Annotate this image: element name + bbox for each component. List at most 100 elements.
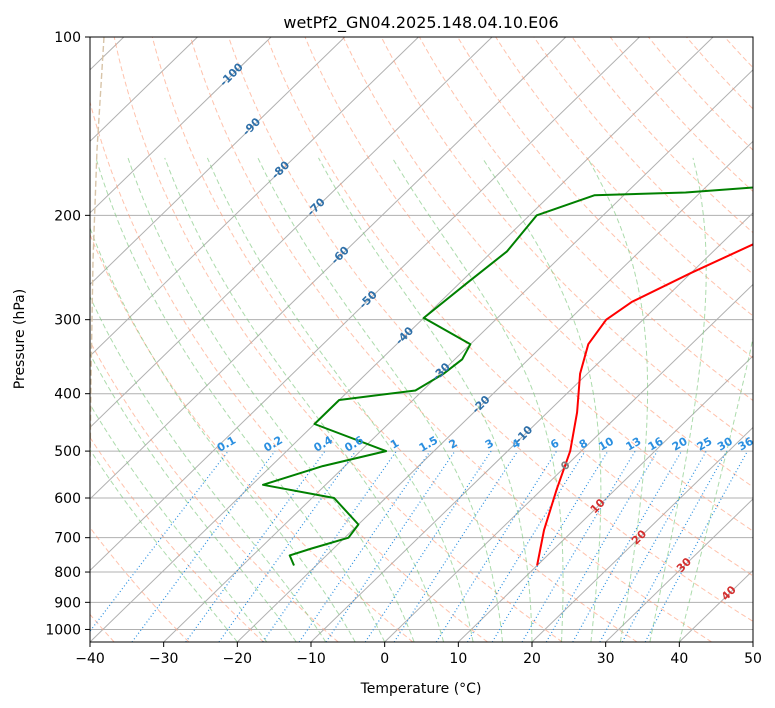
isotherm-line [90,37,567,500]
x-axis-label: Temperature (°C) [360,681,482,697]
mixing-ratio-line [262,450,397,642]
isotherm-line [90,37,714,642]
dry-adiabat [533,37,753,275]
y-axis: 100 200 300 400 500 600 700 800 900 1000 [45,30,90,638]
dry-adiabat [648,37,753,151]
isotherm-line [163,69,753,642]
dry-adiabat [571,37,753,234]
temperature-profile [536,243,753,566]
y-tick-label: 400 [54,387,81,403]
sounding-series [262,186,753,566]
moist-adiabat [127,157,415,642]
isotherm-line [90,37,346,286]
isotherm-label: -100 [217,60,246,89]
y-tick-label: 800 [54,565,81,581]
decorative-curve [90,37,105,471]
x-tick-label: −10 [296,651,326,667]
x-tick-label: −20 [223,651,253,667]
mixing-ratio-line [491,450,609,642]
y-tick-label: 200 [54,208,81,224]
mixing-ratio-line [572,450,683,642]
isotherm-line [236,140,753,642]
dry-adiabat [457,37,753,359]
moist-adiabat [95,157,386,642]
dry-adiabat [418,37,753,402]
mixing-ratio-line [435,450,558,642]
x-tick-label: 0 [380,651,389,667]
dry-adiabat [763,37,775,642]
isotherm-line [531,426,753,642]
dry-adiabat [380,37,753,445]
y-tick-label: 600 [54,491,81,507]
dry-adiabat [151,37,638,642]
isotherm-line [90,37,640,572]
isotherm-line [457,355,753,642]
x-tick-label: 20 [523,651,541,667]
dry-adiabat [304,37,753,532]
mixing-ratio-line [298,450,431,642]
moist-adiabat [206,157,474,642]
moist-adiabat [481,157,602,642]
x-tick-label: 40 [670,651,688,667]
mixing-ratio-line [599,450,707,642]
isotherm-line [384,283,753,642]
moist-adiabat [90,295,327,642]
dewpoint-profile [262,186,753,566]
x-tick-label: 50 [744,651,762,667]
y-tick-label: 500 [54,444,81,460]
mixing-ratio-line [218,450,357,642]
isotherm-line [90,37,493,429]
x-tick-label: −30 [149,651,179,667]
moist-adiabat [257,157,503,642]
mixing-ratio-line [185,450,326,642]
dry-adiabat [113,37,563,642]
y-tick-label: 300 [54,313,81,329]
mixing-ratio-line [393,450,519,642]
background-lines [90,37,775,642]
mixing-ratio-label: 36 [736,434,756,453]
y-axis-label: Pressure (hPa) [12,289,28,389]
x-tick-label: 30 [597,651,615,667]
y-tick-label: 700 [54,531,81,547]
dry-adiabat [90,340,339,642]
dry-adiabat [90,436,264,642]
moist-adiabat [90,403,268,642]
isotherm-line [90,37,419,357]
x-tick-label: −40 [75,651,105,667]
dry-adiabat [495,37,753,317]
chart-title: wetPf2_GN04.2025.148.04.10.E06 [283,13,558,33]
moist-adiabat [90,448,238,642]
isotherm-line [90,37,198,143]
moist-adiabat [649,157,707,642]
y-tick-label: 100 [54,30,81,46]
mixing-ratio-line [364,450,492,642]
dry-adiabat [190,37,712,642]
moist-adiabat [318,157,533,642]
mixing-ratio-label: 2 [447,437,460,452]
mixing-ratio-line [90,450,229,633]
dry-adiabat [342,37,753,488]
dry-adiabat [266,37,753,577]
isotherm-line [90,37,272,214]
mixing-ratio-line [644,450,749,642]
moist-adiabat [164,157,445,642]
plot-frame [89,36,754,643]
dry-adiabat [90,526,190,642]
mixing-ratio-line [621,450,728,642]
y-tick-label: 900 [54,595,81,611]
mixing-ratio-line [325,450,456,642]
y-tick-label: 1000 [45,622,81,638]
x-tick-label: 10 [449,651,467,667]
dry-adiabat [90,233,414,642]
x-axis: −40 −30 −20 −10 0 10 20 30 40 50 [75,642,762,667]
isotherm-line [605,498,753,642]
dry-adiabat [724,37,753,69]
isotherm-line [310,212,753,642]
moist-adiabat [90,226,356,642]
dry-adiabat [228,37,753,622]
moist-adiabat [678,335,753,642]
dry-adiabat [90,100,488,642]
isotherm-line [752,641,753,642]
moist-adiabat [90,353,297,642]
